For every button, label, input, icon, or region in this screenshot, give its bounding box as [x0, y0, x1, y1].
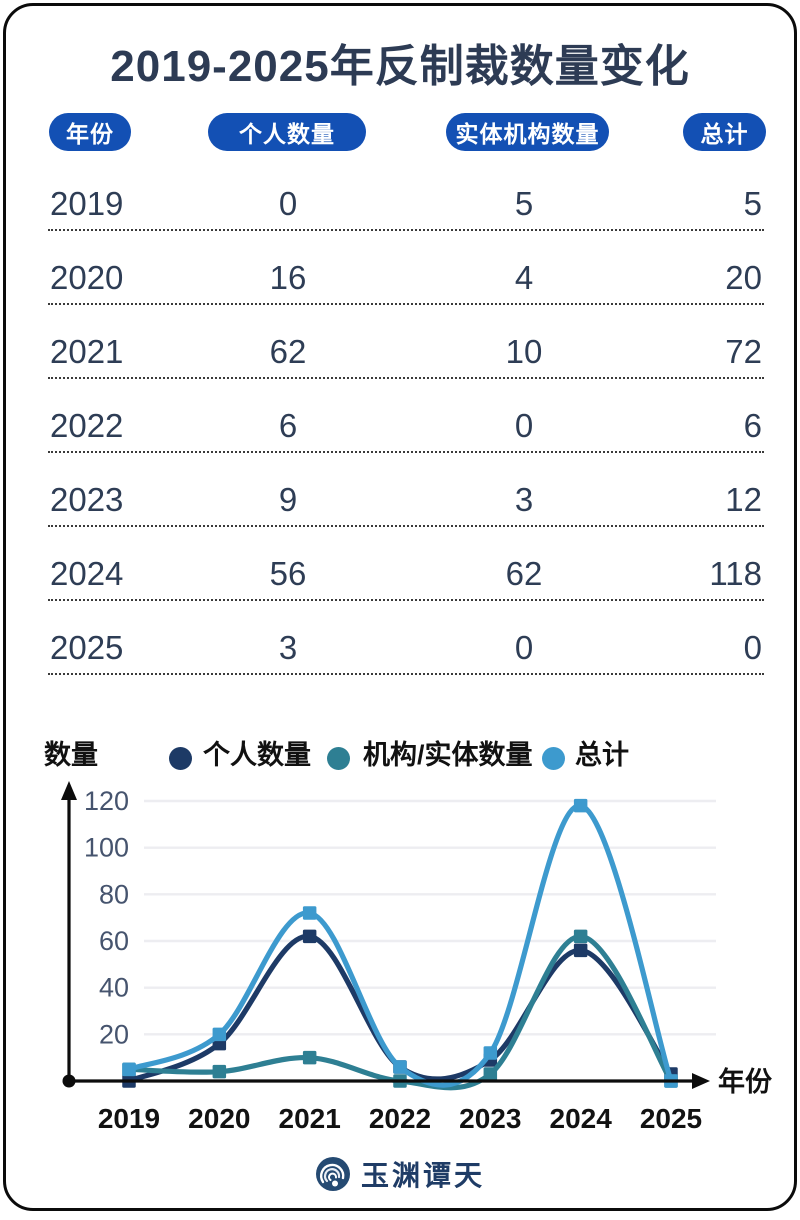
origin-dot — [63, 1075, 76, 1088]
x-tick-label: 2021 — [279, 1103, 341, 1134]
series-marker — [303, 930, 317, 944]
y-tick-label: 80 — [99, 879, 129, 909]
series-marker — [213, 1065, 227, 1079]
series-line-0 — [129, 936, 671, 1081]
y-tick-label: 40 — [99, 973, 129, 1003]
y-tick-label: 20 — [99, 1019, 129, 1049]
x-tick-label: 2024 — [550, 1103, 613, 1134]
brand-logo-icon — [315, 1156, 351, 1192]
series-marker — [303, 906, 317, 920]
series-marker — [574, 944, 588, 958]
y-axis-arrow — [61, 781, 77, 800]
y-tick-label: 100 — [84, 833, 129, 863]
x-axis-title: 年份 — [718, 1066, 772, 1097]
series-marker — [574, 799, 588, 813]
series-marker — [484, 1046, 498, 1060]
series-marker — [213, 1028, 227, 1042]
y-tick-label: 60 — [99, 926, 129, 956]
series-marker — [484, 1067, 498, 1081]
series-marker — [393, 1060, 407, 1074]
x-tick-label: 2023 — [459, 1103, 521, 1134]
series-marker — [303, 1051, 317, 1065]
brand-logo-text: 玉渊谭天 — [361, 1154, 485, 1194]
series-marker — [574, 930, 588, 944]
x-tick-label: 2025 — [640, 1103, 702, 1134]
x-tick-label: 2019 — [98, 1103, 160, 1134]
infographic-card: 2019-2025年反制裁数量变化 年份 个人数量 实体机构数量 总计 2019… — [3, 3, 797, 1211]
x-tick-label: 2020 — [188, 1103, 250, 1134]
x-axis-arrow — [692, 1073, 710, 1089]
brand-footer: 玉渊谭天 — [6, 1154, 794, 1194]
series-marker — [122, 1063, 136, 1077]
y-tick-label: 120 — [84, 786, 129, 816]
x-tick-label: 2022 — [369, 1103, 431, 1134]
